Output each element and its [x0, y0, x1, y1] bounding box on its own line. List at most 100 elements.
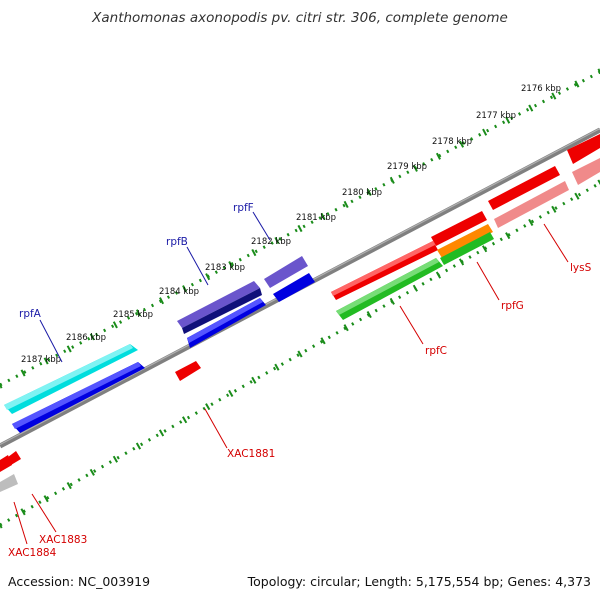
major-tick	[389, 176, 395, 184]
major-tick	[158, 429, 165, 437]
major-tick	[20, 508, 26, 516]
major-tick	[412, 284, 418, 292]
accession-text: Accession: NC_003919	[8, 574, 151, 589]
leader-rpfG	[476, 261, 500, 301]
major-tick	[482, 128, 488, 136]
gene-XAC1881[interactable]	[175, 361, 201, 381]
gene-rpfA-blue[interactable]	[12, 362, 145, 433]
major-tick	[412, 164, 418, 172]
major-tick	[528, 104, 534, 112]
leader-rpfA	[39, 319, 63, 363]
major-tick	[43, 357, 49, 365]
label-rpfA: rpfA	[19, 308, 42, 320]
label-rpfG: rpfG	[501, 300, 524, 312]
major-tick	[274, 236, 280, 245]
kbp-label: 2176 kbp	[521, 84, 561, 94]
leader-lysS	[543, 223, 569, 263]
label-rpfC: rpfC	[425, 345, 447, 357]
major-tick	[182, 285, 188, 293]
major-tick	[366, 311, 372, 319]
gene-far-right-pink[interactable]	[572, 158, 600, 185]
major-tick	[505, 232, 511, 240]
major-tick	[343, 324, 349, 332]
major-tick	[389, 297, 395, 305]
major-tick	[66, 345, 72, 353]
gene-far-right-red[interactable]	[567, 134, 600, 164]
major-tick	[459, 140, 465, 148]
gene-XAC1883[interactable]	[8, 451, 21, 465]
leader-rpfC	[399, 305, 424, 345]
major-tick	[135, 309, 141, 317]
major-tick	[0, 382, 3, 389]
major-tick	[435, 271, 442, 279]
kbp-label: 2185 kbp	[113, 310, 153, 320]
gene-rpfB-blue[interactable]	[187, 298, 266, 348]
major-tick	[112, 321, 118, 329]
major-tick	[458, 258, 465, 266]
major-tick	[597, 179, 600, 186]
kbp-label: 2177 kbp	[476, 111, 516, 121]
major-tick	[159, 297, 165, 305]
gene-XAC1884[interactable]	[0, 455, 18, 492]
gene-rpfA-cyan[interactable]	[4, 344, 138, 414]
gene-rpfB-violet[interactable]	[177, 281, 262, 334]
leader-XAC1884	[13, 501, 28, 545]
gene-lysS-red[interactable]	[488, 166, 560, 210]
major-tick	[251, 376, 257, 384]
genome-title: Xanthomonas axonopodis pv. citri str. 30…	[92, 10, 508, 26]
major-tick	[228, 261, 234, 269]
topology-summary: Topology: circular; Length: 5,175,554 bp…	[247, 574, 591, 589]
kbp-label: 2184 kbp	[159, 287, 199, 297]
major-tick	[435, 152, 441, 160]
label-lysS: lysS	[570, 262, 592, 274]
major-tick	[482, 245, 488, 253]
major-tick	[20, 369, 26, 377]
major-tick	[551, 92, 557, 100]
major-tick	[320, 337, 326, 345]
gene-rpfF-blue[interactable]	[273, 273, 315, 302]
major-tick	[205, 403, 211, 411]
major-tick	[89, 333, 95, 341]
leader-rpfB	[186, 246, 209, 286]
leader-XAC1883	[31, 493, 57, 533]
gene-rpfG-green[interactable]	[440, 232, 494, 265]
gene-rpfF-violet[interactable]	[264, 256, 308, 288]
major-tick	[505, 116, 511, 124]
major-tick	[343, 200, 349, 208]
kbp-label: 2178 kbp	[432, 137, 472, 147]
major-tick	[66, 482, 72, 490]
gene-rpfC-green[interactable]	[336, 258, 443, 320]
major-tick	[251, 249, 257, 257]
label-rpfB: rpfB	[166, 236, 188, 248]
lower-major-ticks	[0, 179, 600, 529]
major-tick	[135, 442, 142, 450]
gene-rpfC-red[interactable]	[331, 241, 438, 300]
major-tick	[574, 192, 580, 200]
label-XAC1881: XAC1881	[227, 448, 275, 460]
kbp-label: 2179 kbp	[387, 162, 427, 172]
major-tick	[366, 188, 372, 196]
gene-lysS-pink[interactable]	[494, 181, 569, 228]
major-tick	[274, 363, 280, 371]
kbp-label: 2187 kbp	[21, 355, 61, 365]
label-XAC1884: XAC1884	[8, 547, 57, 559]
gene-rpfG-red[interactable]	[431, 211, 487, 246]
major-tick	[574, 80, 580, 88]
major-tick	[0, 522, 3, 529]
major-tick	[551, 205, 557, 213]
major-tick	[182, 416, 188, 424]
kbp-label: 2180 kbp	[342, 188, 382, 198]
kbp-label: 2182 kbp	[251, 237, 291, 247]
leader-rpfF	[252, 211, 271, 241]
major-tick	[597, 68, 600, 75]
label-rpfF: rpfF	[233, 202, 254, 214]
major-tick	[297, 350, 303, 358]
major-tick	[320, 212, 326, 221]
major-tick	[43, 495, 49, 503]
kbp-label: 2186 kbp	[66, 333, 106, 343]
upper-major-ticks	[0, 68, 600, 389]
major-tick	[228, 389, 234, 397]
leader-XAC1881	[204, 408, 228, 449]
gene-rpfG-orange[interactable]	[437, 224, 493, 258]
